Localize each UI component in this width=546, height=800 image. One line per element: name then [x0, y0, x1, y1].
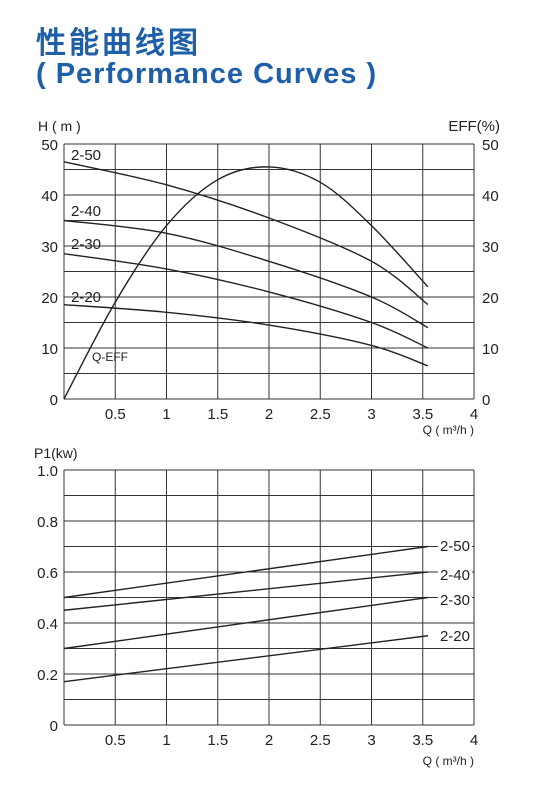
x-tick-label: 2: [265, 406, 273, 423]
y-tick-label: 0: [50, 392, 58, 409]
x-axis-label: Q ( m³/h ): [423, 754, 474, 768]
series-line-2-20: [63, 635, 428, 683]
series-label-2-50: 2-50: [440, 538, 470, 555]
y-tick-label: 1.0: [37, 463, 58, 480]
series-label-bg: [437, 538, 472, 555]
x-tick-label: 2.5: [310, 732, 331, 749]
y2-tick-label: 0: [482, 392, 490, 409]
series-label-2-30: 2-30: [71, 236, 101, 253]
series-line-2-40: [63, 571, 428, 611]
x-tick-label: 1.5: [207, 406, 228, 423]
y2-tick-label: 20: [482, 290, 499, 307]
y-tick-label: 40: [41, 188, 58, 205]
x-tick-label: 0.5: [105, 732, 126, 749]
power-chart: 0.5 1 1.5 2 2.5 3 3.5 4 0 0.2 0.4 0.6 0.8 1.0 P1(kw) Q …: [34, 445, 478, 768]
series-label-2-30: 2-30: [440, 592, 470, 609]
x-tick-label: 3: [367, 406, 375, 423]
x-tick-label: 1: [162, 406, 170, 423]
x-tick-label: 1.5: [207, 732, 228, 749]
series-line-2-30: [63, 252, 429, 349]
x-tick-label: 3: [367, 732, 375, 749]
x-tick-label: 1: [162, 732, 170, 749]
series-label-bg: [437, 628, 472, 645]
page-title-cn: 性能曲线图: [36, 26, 201, 61]
page-title-en: ( Performance Curves ): [36, 58, 378, 90]
y2-axis-label: EFF(%): [448, 118, 500, 135]
y-tick-label: 0.6: [37, 565, 58, 582]
y-tick-label: 20: [41, 290, 58, 307]
x-tick-label: 4: [470, 732, 478, 749]
series-label-2-40: 2-40: [440, 567, 470, 584]
series-label-bg: [437, 567, 472, 584]
x-tick-label: 0.5: [105, 406, 126, 423]
y-tick-label: 50: [41, 137, 58, 154]
y2-tick-label: 50: [482, 137, 499, 154]
y-tick-label: 0.4: [37, 616, 58, 633]
series-label-q-eff: Q-EFF: [92, 350, 128, 364]
series-line-q-eff: [63, 166, 429, 400]
y-tick-label: 30: [41, 239, 58, 256]
series-line-2-20: [63, 303, 429, 367]
y-tick-label: 0.2: [37, 667, 58, 684]
series-label-2-50: 2-50: [71, 147, 101, 164]
x-tick-label: 2.5: [310, 406, 331, 423]
series-line-2-40: [63, 219, 429, 329]
y2-tick-label: 30: [482, 239, 499, 256]
x-tick-label: 4: [470, 406, 478, 423]
series-label-bg: [437, 592, 472, 609]
series-line-2-50: [63, 161, 429, 306]
y-tick-label: 0.8: [37, 514, 58, 531]
x-tick-label: 3.5: [412, 406, 433, 423]
y-tick-label: 0: [50, 718, 58, 735]
series-label-2-40: 2-40: [71, 203, 101, 220]
y-axis-label: P1(kw): [34, 445, 78, 461]
y2-tick-label: 10: [482, 341, 499, 358]
series-line-2-50: [63, 545, 428, 599]
x-axis-label: Q ( m³/h ): [423, 423, 474, 437]
y2-tick-label: 40: [482, 188, 499, 205]
x-tick-label: 2: [265, 732, 273, 749]
series-line-2-30: [63, 596, 428, 650]
x-tick-label: 3.5: [412, 732, 433, 749]
head-efficiency-chart: 0.5 1 1.5 2 2.5 3 3.5 40102030405001020304050H …: [38, 118, 500, 437]
series-label-2-20: 2-20: [71, 289, 101, 306]
y-axis-label: H ( m ): [38, 118, 81, 134]
y-tick-label: 10: [41, 341, 58, 358]
series-label-2-20: 2-20: [440, 628, 470, 645]
